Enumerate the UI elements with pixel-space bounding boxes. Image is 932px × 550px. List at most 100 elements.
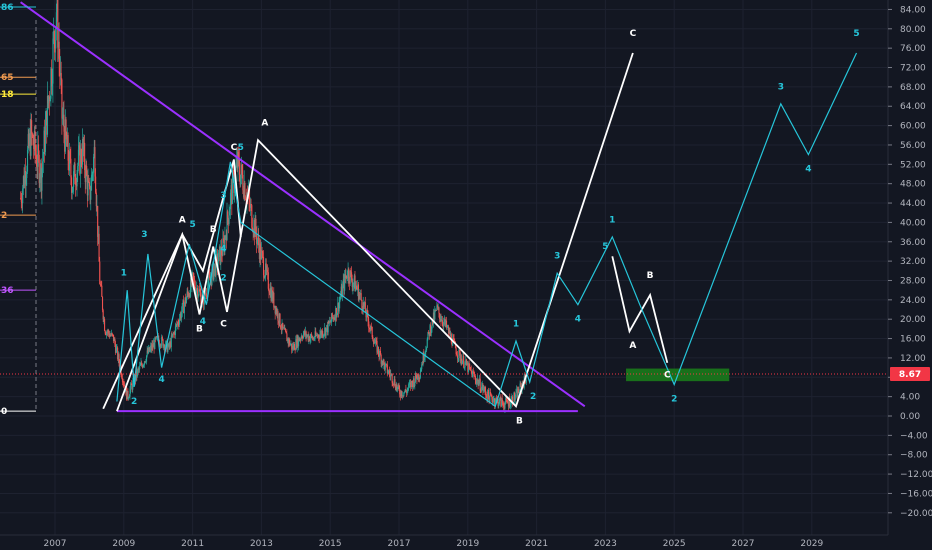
- candle-body: [223, 240, 225, 251]
- candle-body: [270, 288, 272, 301]
- candle-body: [454, 341, 456, 343]
- wave-label: 3: [778, 82, 784, 92]
- candle-body: [90, 175, 93, 191]
- candle-body: [152, 344, 154, 348]
- current-price-tag[interactable]: [890, 367, 930, 382]
- candle-body: [326, 325, 329, 333]
- candle-body: [240, 164, 243, 175]
- candle-body: [340, 296, 342, 300]
- candle-body: [358, 294, 360, 301]
- candle-body: [49, 98, 51, 102]
- wave-path-1[interactable]: [102, 52, 634, 410]
- candle-body: [173, 331, 175, 334]
- candle-body: [212, 263, 214, 280]
- candle-body: [362, 302, 364, 312]
- candle-body: [61, 79, 63, 119]
- candle-body: [86, 165, 88, 176]
- x-axis[interactable]: 2007 2009 2011 2013 2015 2017 2019 2021 2023 2025…: [0, 534, 888, 550]
- candle-body: [69, 151, 71, 159]
- candle-body: [481, 386, 483, 392]
- candle-body: [415, 373, 417, 378]
- candle-body: [478, 378, 481, 383]
- candle-body: [326, 325, 328, 329]
- candle-body: [48, 96, 51, 102]
- candle-body: [511, 396, 513, 400]
- candle-body: [179, 313, 181, 319]
- candle-body: [428, 331, 430, 333]
- candle-body: [221, 254, 223, 256]
- y-tick-label: 0.00: [900, 412, 920, 422]
- candle-body: [77, 165, 79, 174]
- wave-label: 2: [530, 392, 536, 402]
- candle-body: [495, 397, 497, 403]
- candle-body: [448, 326, 450, 334]
- candle-body: [97, 233, 99, 237]
- candle-body: [319, 334, 321, 339]
- candle-body: [230, 185, 232, 193]
- candle-body: [483, 389, 485, 391]
- candle-body: [183, 300, 185, 314]
- candle-body: [289, 344, 291, 346]
- candle-body: [267, 269, 269, 273]
- candle-body: [333, 317, 335, 320]
- y-tick-label: 48.00: [900, 180, 926, 190]
- candle-body: [373, 340, 375, 344]
- trendlines[interactable]: [20, 1, 586, 413]
- wave-paths[interactable]: [102, 52, 858, 412]
- candle-body: [369, 328, 371, 330]
- candle-body: [397, 386, 399, 390]
- candle-body: [293, 344, 296, 350]
- candle-body: [426, 347, 428, 351]
- candle-body: [478, 382, 480, 386]
- candle-body: [56, 0, 58, 13]
- candle-body: [195, 289, 197, 293]
- wave-label: B: [210, 225, 217, 235]
- wave-path-4[interactable]: [116, 52, 858, 408]
- candle-body: [280, 328, 282, 330]
- candle-body: [121, 378, 124, 383]
- candle-body: [443, 318, 446, 322]
- candle-body: [164, 346, 166, 351]
- candle-body: [416, 377, 418, 380]
- candle-body: [105, 333, 107, 335]
- candle-body: [419, 372, 421, 378]
- candle-body: [302, 334, 304, 339]
- candle-body: [66, 136, 68, 147]
- candle-body: [383, 359, 385, 363]
- candle-body: [132, 380, 134, 390]
- candle-body: [320, 330, 322, 336]
- candle-body: [470, 367, 472, 371]
- candle-body: [386, 364, 388, 374]
- candle-body: [261, 250, 263, 253]
- candle-body: [117, 354, 119, 360]
- candle-body: [405, 389, 407, 392]
- wave-path-2[interactable]: [116, 159, 242, 412]
- candle-body: [48, 96, 50, 104]
- candle-body: [63, 114, 65, 132]
- candle-body: [497, 398, 499, 407]
- left-level-label: 36: [1, 286, 14, 296]
- wave-path-3[interactable]: [611, 256, 669, 364]
- candle-body: [208, 276, 210, 278]
- candle-body: [379, 350, 382, 355]
- candle-body: [198, 289, 200, 296]
- candle-body: [67, 135, 69, 161]
- trendline-descending[interactable]: [20, 1, 586, 408]
- candle-body: [367, 313, 369, 322]
- candle-body: [397, 384, 399, 387]
- candle-body: [98, 233, 100, 262]
- candle-body: [472, 371, 474, 373]
- candle-body: [24, 170, 27, 185]
- candle-body: [285, 331, 287, 334]
- y-axis[interactable]: 84.00 80.00 76.00 72.00 68.00 64.00 60.00 56.00…: [887, 0, 932, 550]
- candle-body: [450, 334, 452, 337]
- candle-body: [248, 191, 250, 200]
- candle-body: [167, 346, 169, 352]
- wave-label: B: [647, 271, 654, 281]
- candle-body: [274, 305, 276, 314]
- candle-body: [344, 274, 346, 291]
- candle-body: [154, 337, 157, 340]
- candle-body: [183, 304, 185, 314]
- candle-body: [273, 305, 276, 308]
